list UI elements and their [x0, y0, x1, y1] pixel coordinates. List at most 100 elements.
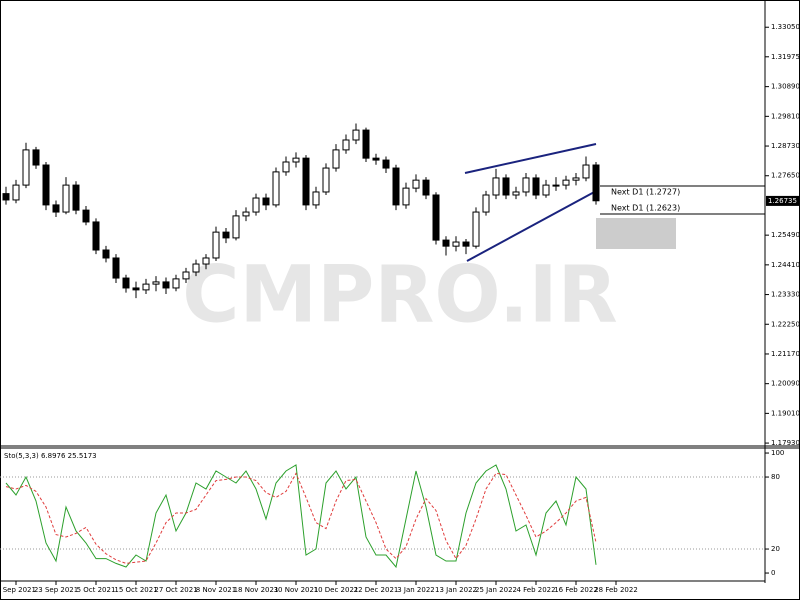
y-tick-label: 0 [771, 569, 775, 577]
watermark: CMPRO.IR [182, 250, 617, 340]
y-tick-label: 1.20090 [771, 380, 800, 388]
candle-body [322, 167, 330, 193]
candle-body [532, 177, 540, 196]
target-zone [596, 218, 676, 249]
wedge-lower-line [466, 189, 599, 262]
x-tick-label: 10 Dec 2021 [314, 586, 359, 594]
candle-body [72, 184, 80, 211]
x-tick-label: 3 Jan 2022 [397, 586, 435, 594]
candle-body [32, 149, 40, 166]
y-tick-label: 1.17930 [771, 439, 800, 447]
candle-body [372, 157, 380, 161]
indicator-line [5, 464, 597, 569]
candle-body [22, 149, 30, 186]
indicator-title: Sto(5,3,3) 6.8976 25.5173 [4, 452, 97, 460]
candle-body [262, 197, 270, 206]
candle-body [582, 164, 590, 179]
candle-body [502, 177, 510, 196]
candle-body [152, 281, 160, 285]
candle-body [452, 241, 460, 247]
candle-body [82, 209, 90, 223]
y-tick-label: 1.24410 [771, 261, 800, 269]
candle-body [122, 277, 130, 289]
candle-body [472, 211, 480, 247]
indicator-line [5, 472, 597, 564]
candle-body [382, 159, 390, 169]
candle-body [402, 187, 410, 206]
candle-body [492, 177, 500, 196]
candle-body [422, 179, 430, 196]
candle-body [542, 184, 550, 196]
x-tick-label: 13 Jan 2022 [435, 586, 477, 594]
candle-body [572, 177, 580, 181]
candle-body [442, 239, 450, 247]
candle-body [562, 179, 570, 186]
x-tick-label: 5 Oct 2021 [77, 586, 116, 594]
x-tick-label: 4 Feb 2022 [516, 586, 555, 594]
candle-body [2, 193, 10, 201]
x-tick-label: 16 Feb 2022 [554, 586, 598, 594]
candle-body [352, 129, 360, 141]
candle-body [432, 194, 440, 241]
y-tick-label: 100 [771, 449, 784, 457]
candle-body [522, 177, 530, 193]
y-tick-label: 1.21170 [771, 350, 800, 358]
last-price-label: 1.26735 [768, 197, 797, 205]
candle-body [12, 184, 20, 201]
x-tick-label: 18 Nov 2021 [234, 586, 279, 594]
candle-body [222, 231, 230, 239]
candle-body [182, 271, 190, 280]
candle-body [552, 184, 560, 187]
y-tick-label: 1.28730 [771, 142, 800, 150]
wedge-upper-line [464, 143, 597, 174]
candle-body [332, 149, 340, 169]
x-tick-label: 23 Sep 2021 [34, 586, 78, 594]
y-tick-label: 1.30890 [771, 83, 800, 91]
y-tick-label: 20 [771, 545, 780, 553]
candle-body [282, 161, 290, 173]
y-tick-label: 1.33050 [771, 23, 800, 31]
x-tick-label: 22 Dec 2021 [354, 586, 399, 594]
y-tick-label: 1.22250 [771, 320, 800, 328]
y-tick-label: 1.31975 [771, 53, 800, 61]
candle-body [192, 263, 200, 273]
candle-body [312, 191, 320, 206]
candle-body [232, 215, 240, 239]
candle-body [92, 221, 100, 251]
candle-body [162, 281, 170, 289]
x-tick-label: 15 Oct 2021 [114, 586, 157, 594]
y-tick-label: 80 [771, 473, 780, 481]
candle-body [62, 184, 70, 213]
annotation: Next D1 (1.2623) [611, 204, 680, 213]
candle-body [142, 283, 150, 291]
candle-body [362, 129, 370, 159]
candle-body [302, 157, 310, 206]
candle-body [252, 197, 260, 213]
y-tick-label: 1.19010 [771, 409, 800, 417]
y-tick-label: 1.25490 [771, 231, 800, 239]
x-tick-label: 27 Oct 2021 [154, 586, 197, 594]
candle-body [342, 139, 350, 151]
candle-body [242, 211, 250, 217]
x-tick-label: 30 Nov 2021 [274, 586, 319, 594]
candle-body [172, 278, 180, 289]
candle-body [212, 231, 220, 259]
y-tick-label: 1.27650 [771, 172, 800, 180]
candle-body [102, 249, 110, 259]
candle-body [52, 204, 60, 213]
annotation: Next D1 (1.2727) [611, 188, 680, 197]
x-tick-label: 25 Jan 2022 [475, 586, 517, 594]
y-tick-label: 1.23330 [771, 291, 800, 299]
candle-body [392, 167, 400, 206]
candle-body [592, 164, 600, 202]
y-tick-label: 1.29810 [771, 112, 800, 120]
x-tick-label: 8 Nov 2021 [196, 586, 236, 594]
candle-body [412, 179, 420, 189]
candle-body [512, 191, 520, 196]
candle-body [132, 287, 140, 291]
x-tick-label: 3 Sep 2021 [0, 586, 36, 594]
candle-body [462, 241, 470, 247]
